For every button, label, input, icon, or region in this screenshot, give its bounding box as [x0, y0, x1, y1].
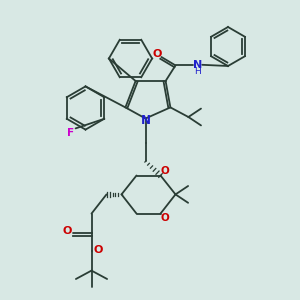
Text: O: O — [93, 245, 103, 255]
Text: O: O — [160, 213, 169, 223]
Text: O: O — [62, 226, 72, 236]
Text: F: F — [67, 128, 74, 138]
Text: H: H — [194, 68, 201, 76]
Text: N: N — [141, 113, 151, 127]
Text: O: O — [152, 49, 162, 59]
Text: N: N — [193, 60, 202, 70]
Text: O: O — [160, 166, 169, 176]
